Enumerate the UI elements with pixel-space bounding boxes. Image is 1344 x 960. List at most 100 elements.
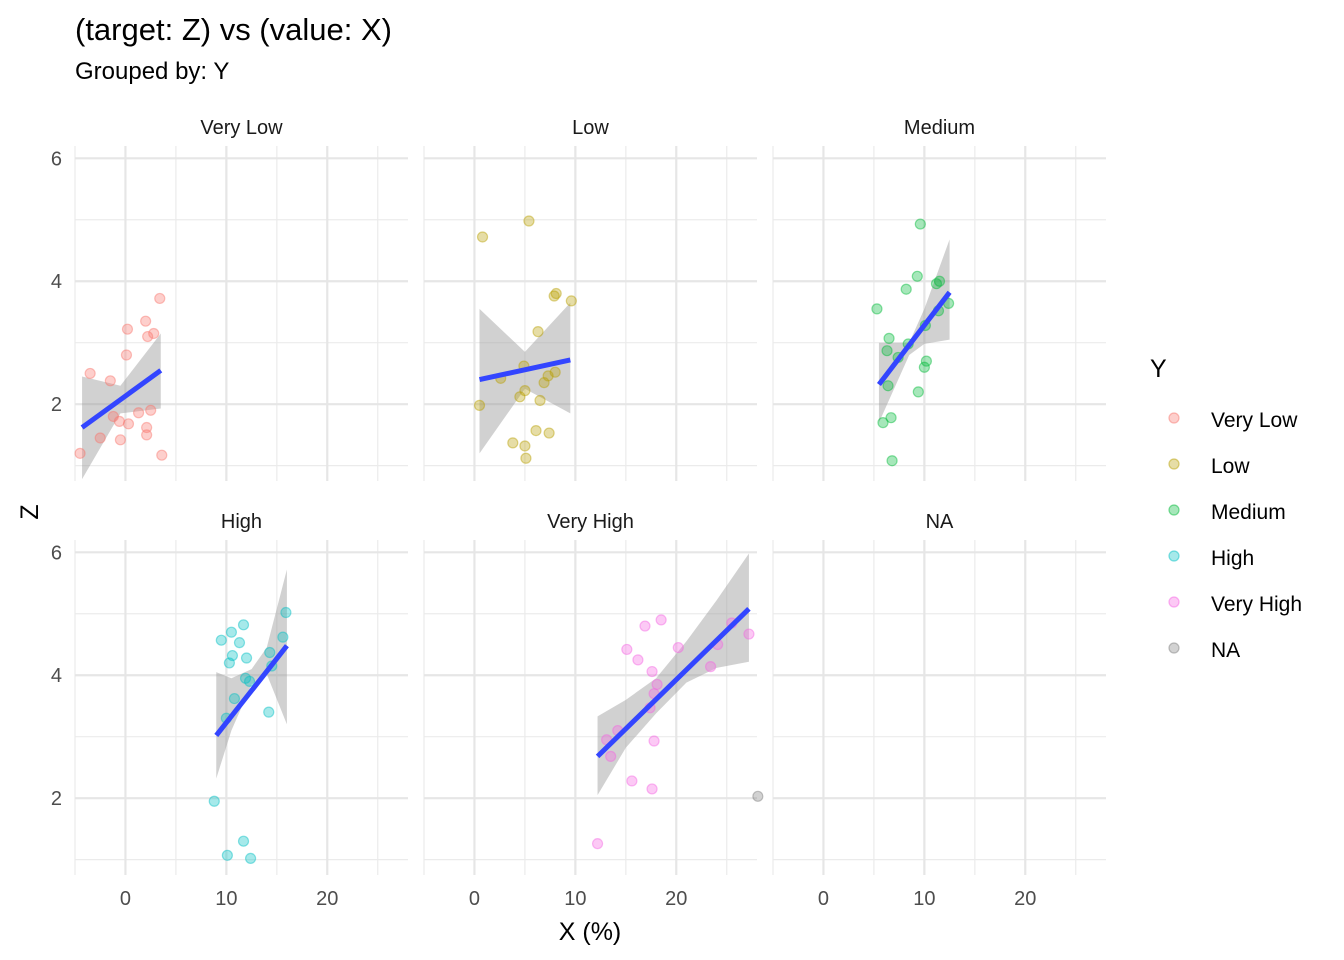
data-point [550, 287, 562, 300]
data-point [549, 366, 561, 378]
y-tick-label: 4 [51, 271, 62, 293]
data-point [548, 290, 560, 302]
data-point [244, 852, 257, 865]
data-point [84, 367, 96, 380]
data-point [530, 424, 542, 437]
x-tick-label: 0 [120, 888, 131, 910]
data-point [239, 672, 252, 684]
data-point [243, 675, 256, 687]
legend-key [1168, 504, 1180, 516]
data-point [900, 283, 912, 295]
legend-key [1168, 412, 1180, 424]
data-point [930, 278, 943, 290]
data-point [473, 399, 486, 411]
confidence-band [82, 333, 161, 480]
data-point [871, 303, 883, 315]
y-tick-label: 4 [51, 665, 62, 687]
facet-label: Very High [547, 511, 634, 533]
data-point [538, 377, 550, 389]
panel-na: NA 0 10 20 [752, 511, 1106, 910]
legend-key [1168, 458, 1180, 470]
data-point [543, 427, 555, 439]
data-point [507, 437, 519, 449]
legend-label: Low [1211, 455, 1250, 478]
data-point [228, 692, 241, 705]
data-point [648, 735, 660, 747]
y-tick-label: 6 [51, 542, 62, 564]
data-point [651, 678, 663, 691]
data-point [141, 429, 153, 441]
data-point [520, 452, 532, 464]
x-tick-label: 20 [1014, 888, 1036, 910]
data-point [886, 455, 898, 467]
legend-label: NA [1211, 639, 1240, 662]
legend-key [1168, 550, 1180, 562]
data-point [632, 654, 644, 666]
data-point [918, 361, 930, 373]
data-point [94, 432, 106, 444]
data-point [743, 628, 755, 640]
trend-line [876, 290, 952, 387]
confidence-band [597, 553, 749, 796]
facet-label: Very Low [200, 117, 283, 139]
data-point [911, 270, 923, 282]
y-tick-label: 2 [51, 394, 62, 416]
y-axis-label: Z [16, 504, 44, 519]
data-point [113, 415, 126, 427]
data-point [639, 620, 651, 632]
data-point [104, 375, 116, 387]
data-point [646, 783, 658, 795]
data-point [226, 649, 239, 662]
data-point [534, 394, 546, 407]
data-point [881, 345, 893, 357]
y-tick-label: 2 [51, 788, 62, 810]
facet-label: High [221, 511, 262, 533]
data-point [885, 412, 897, 424]
chart-title: (target: Z) vs (value: X) [75, 12, 392, 47]
data-point [514, 391, 526, 403]
data-point [877, 417, 889, 429]
data-point [107, 410, 119, 423]
data-point [912, 386, 924, 398]
data-point [646, 665, 658, 678]
facet-label: Medium [904, 117, 975, 139]
data-point [626, 775, 638, 787]
data-point [120, 349, 133, 361]
trend-line [80, 368, 163, 430]
data-point [237, 835, 250, 847]
legend-label: Medium [1211, 501, 1286, 524]
panel-medium: Medium [772, 117, 1106, 481]
data-point [519, 440, 531, 452]
legend-key [1168, 596, 1180, 608]
trend-line [595, 607, 751, 759]
data-point [148, 327, 160, 340]
data-point [141, 421, 153, 434]
data-point [233, 637, 246, 649]
x-tick-label: 0 [818, 888, 829, 910]
data-point [156, 449, 168, 461]
data-point [591, 838, 604, 850]
data-point [237, 619, 250, 631]
confidence-band [878, 239, 950, 423]
data-point [140, 315, 152, 327]
data-point [542, 370, 554, 382]
data-point [264, 646, 276, 659]
data-point [280, 606, 292, 619]
data-point [221, 849, 233, 861]
data-point [208, 795, 220, 807]
data-point [225, 626, 238, 638]
data-point [223, 657, 235, 669]
data-point [605, 750, 617, 762]
data-point [565, 295, 577, 307]
x-axis-label: X (%) [559, 918, 622, 946]
legend-label: Very Low [1211, 409, 1298, 432]
data-point [215, 634, 227, 646]
panel-very-high: Very High 0 10 20 [423, 511, 757, 910]
data-point [476, 231, 489, 243]
data-point [122, 418, 135, 430]
panel-high: High 2 4 6 0 10 20 [51, 511, 408, 910]
legend-label: Very High [1211, 593, 1302, 616]
data-point [704, 661, 717, 673]
